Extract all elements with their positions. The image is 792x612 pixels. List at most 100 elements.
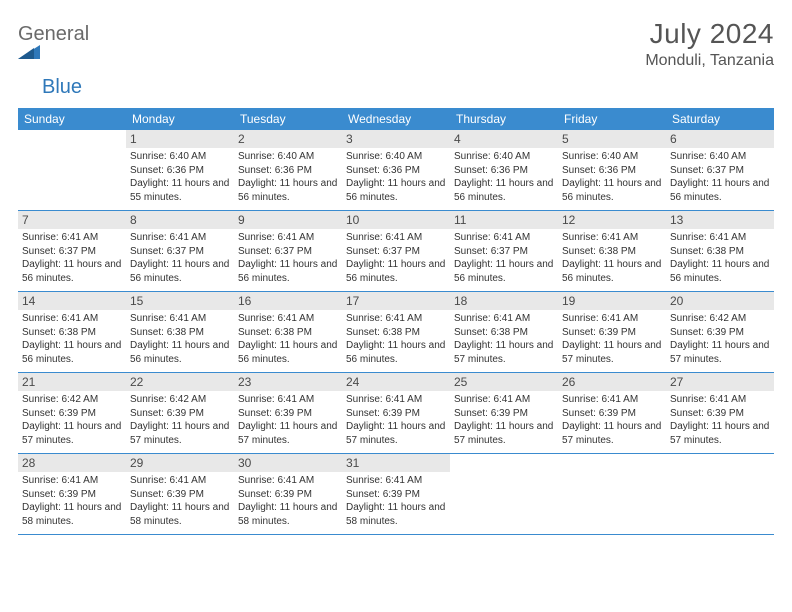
day-number: 31	[342, 454, 450, 472]
day-number: 5	[558, 130, 666, 148]
day-details: Sunrise: 6:41 AMSunset: 6:37 PMDaylight:…	[454, 231, 554, 285]
dow-monday: Monday	[126, 108, 234, 130]
logo: General Blue	[18, 18, 89, 98]
day-cell: 21Sunrise: 6:42 AMSunset: 6:39 PMDayligh…	[18, 373, 126, 453]
day-cell	[18, 130, 126, 210]
day-cell: 16Sunrise: 6:41 AMSunset: 6:38 PMDayligh…	[234, 292, 342, 372]
day-number: 19	[558, 292, 666, 310]
day-number	[450, 454, 558, 458]
day-cell: 3 Sunrise: 6:40 AMSunset: 6:36 PMDaylight…	[342, 130, 450, 210]
day-cell: 23 Sunrise: 6:41 AMSunset: 6:39 PMDayligh…	[234, 373, 342, 453]
month-title: July 2024	[645, 18, 774, 50]
day-details: Sunrise: 6:41 AMSunset: 6:37 PMDaylight:…	[346, 231, 446, 285]
day-details: Sunrise: 6:41 AMSunset: 6:38 PMDaylight:…	[238, 312, 338, 366]
day-details: Sunrise: 6:41 AMSunset: 6:39 PMDaylight:…	[562, 393, 662, 447]
day-number: 18	[450, 292, 558, 310]
day-number: 12	[558, 211, 666, 229]
day-details: Sunrise: 6:40 AMSunset: 6:37 PMDaylight:…	[670, 150, 770, 204]
day-cell: 11 Sunrise: 6:41 AMSunset: 6:37 PMDayligh…	[450, 211, 558, 291]
dow-friday: Friday	[558, 108, 666, 130]
day-number: 27	[666, 373, 774, 391]
dow-saturday: Saturday	[666, 108, 774, 130]
location: Monduli, Tanzania	[645, 52, 774, 70]
header: General Blue July 2024 Monduli, Tanzania	[18, 18, 774, 98]
day-number: 2	[234, 130, 342, 148]
day-cell: 13Sunrise: 6:41 AMSunset: 6:38 PMDayligh…	[666, 211, 774, 291]
day-cell: 2 Sunrise: 6:40 AMSunset: 6:36 PMDaylight…	[234, 130, 342, 210]
day-cell: 26 Sunrise: 6:41 AMSunset: 6:39 PMDayligh…	[558, 373, 666, 453]
day-of-week-header: Sunday Monday Tuesday Wednesday Thursday…	[18, 108, 774, 130]
calendar-grid: 1Sunrise: 6:40 AMSunset: 6:36 PMDaylight…	[18, 130, 774, 535]
day-cell: 20Sunrise: 6:42 AMSunset: 6:39 PMDayligh…	[666, 292, 774, 372]
day-number: 13	[666, 211, 774, 229]
day-cell: 10 Sunrise: 6:41 AMSunset: 6:37 PMDayligh…	[342, 211, 450, 291]
week-row: 1Sunrise: 6:40 AMSunset: 6:36 PMDaylight…	[18, 130, 774, 211]
day-number: 24	[342, 373, 450, 391]
day-details: Sunrise: 6:40 AMSunset: 6:36 PMDaylight:…	[346, 150, 446, 204]
day-details: Sunrise: 6:41 AMSunset: 6:38 PMDaylight:…	[130, 312, 230, 366]
day-number: 6	[666, 130, 774, 148]
dow-wednesday: Wednesday	[342, 108, 450, 130]
day-number: 23	[234, 373, 342, 391]
day-number: 3	[342, 130, 450, 148]
week-row: 14Sunrise: 6:41 AMSunset: 6:38 PMDayligh…	[18, 292, 774, 373]
day-number	[18, 130, 126, 134]
day-number: 17	[342, 292, 450, 310]
day-cell: 8 Sunrise: 6:41 AMSunset: 6:37 PMDaylight…	[126, 211, 234, 291]
day-number: 1	[126, 130, 234, 148]
day-number: 22	[126, 373, 234, 391]
day-number: 15	[126, 292, 234, 310]
day-number: 29	[126, 454, 234, 472]
day-details: Sunrise: 6:41 AMSunset: 6:39 PMDaylight:…	[454, 393, 554, 447]
day-cell: 4Sunrise: 6:40 AMSunset: 6:36 PMDaylight…	[450, 130, 558, 210]
day-details: Sunrise: 6:41 AMSunset: 6:39 PMDaylight:…	[238, 474, 338, 528]
day-details: Sunrise: 6:41 AMSunset: 6:38 PMDaylight:…	[562, 231, 662, 285]
week-row: 21Sunrise: 6:42 AMSunset: 6:39 PMDayligh…	[18, 373, 774, 454]
logo-text-block: General Blue	[18, 24, 89, 98]
day-cell: 17Sunrise: 6:41 AMSunset: 6:38 PMDayligh…	[342, 292, 450, 372]
day-number: 8	[126, 211, 234, 229]
day-details: Sunrise: 6:41 AMSunset: 6:39 PMDaylight:…	[22, 474, 122, 528]
day-details: Sunrise: 6:40 AMSunset: 6:36 PMDaylight:…	[562, 150, 662, 204]
day-cell: 5 Sunrise: 6:40 AMSunset: 6:36 PMDaylight…	[558, 130, 666, 210]
day-number: 10	[342, 211, 450, 229]
day-cell: 27Sunrise: 6:41 AMSunset: 6:39 PMDayligh…	[666, 373, 774, 453]
day-cell: 22Sunrise: 6:42 AMSunset: 6:39 PMDayligh…	[126, 373, 234, 453]
day-number: 21	[18, 373, 126, 391]
week-row: 28Sunrise: 6:41 AMSunset: 6:39 PMDayligh…	[18, 454, 774, 535]
title-block: July 2024 Monduli, Tanzania	[645, 18, 774, 70]
day-details: Sunrise: 6:41 AMSunset: 6:37 PMDaylight:…	[130, 231, 230, 285]
day-number: 7	[18, 211, 126, 229]
day-cell: 19 Sunrise: 6:41 AMSunset: 6:39 PMDayligh…	[558, 292, 666, 372]
week-row: 7Sunrise: 6:41 AMSunset: 6:37 PMDaylight…	[18, 211, 774, 292]
day-cell	[666, 454, 774, 534]
day-number	[666, 454, 774, 458]
day-details: Sunrise: 6:41 AMSunset: 6:39 PMDaylight:…	[562, 312, 662, 366]
day-details: Sunrise: 6:41 AMSunset: 6:37 PMDaylight:…	[22, 231, 122, 285]
day-details: Sunrise: 6:42 AMSunset: 6:39 PMDaylight:…	[670, 312, 770, 366]
logo-text-blue: Blue	[18, 76, 82, 98]
logo-text-general: General	[18, 23, 89, 45]
day-cell	[558, 454, 666, 534]
day-details: Sunrise: 6:41 AMSunset: 6:39 PMDaylight:…	[346, 393, 446, 447]
day-number: 14	[18, 292, 126, 310]
day-details: Sunrise: 6:40 AMSunset: 6:36 PMDaylight:…	[454, 150, 554, 204]
day-details: Sunrise: 6:41 AMSunset: 6:38 PMDaylight:…	[454, 312, 554, 366]
dow-sunday: Sunday	[18, 108, 126, 130]
day-number: 25	[450, 373, 558, 391]
day-cell: 9Sunrise: 6:41 AMSunset: 6:37 PMDaylight…	[234, 211, 342, 291]
day-cell: 30 Sunrise: 6:41 AMSunset: 6:39 PMDayligh…	[234, 454, 342, 534]
day-details: Sunrise: 6:41 AMSunset: 6:39 PMDaylight:…	[238, 393, 338, 447]
day-number: 26	[558, 373, 666, 391]
day-details: Sunrise: 6:41 AMSunset: 6:39 PMDaylight:…	[130, 474, 230, 528]
day-details: Sunrise: 6:40 AMSunset: 6:36 PMDaylight:…	[238, 150, 338, 204]
dow-thursday: Thursday	[450, 108, 558, 130]
day-number: 11	[450, 211, 558, 229]
day-cell: 6 Sunrise: 6:40 AMSunset: 6:37 PMDaylight…	[666, 130, 774, 210]
day-cell	[450, 454, 558, 534]
day-number	[558, 454, 666, 458]
day-details: Sunrise: 6:41 AMSunset: 6:39 PMDaylight:…	[346, 474, 446, 528]
day-cell: 7 Sunrise: 6:41 AMSunset: 6:37 PMDaylight…	[18, 211, 126, 291]
day-number: 30	[234, 454, 342, 472]
triangle-icon	[18, 45, 89, 59]
